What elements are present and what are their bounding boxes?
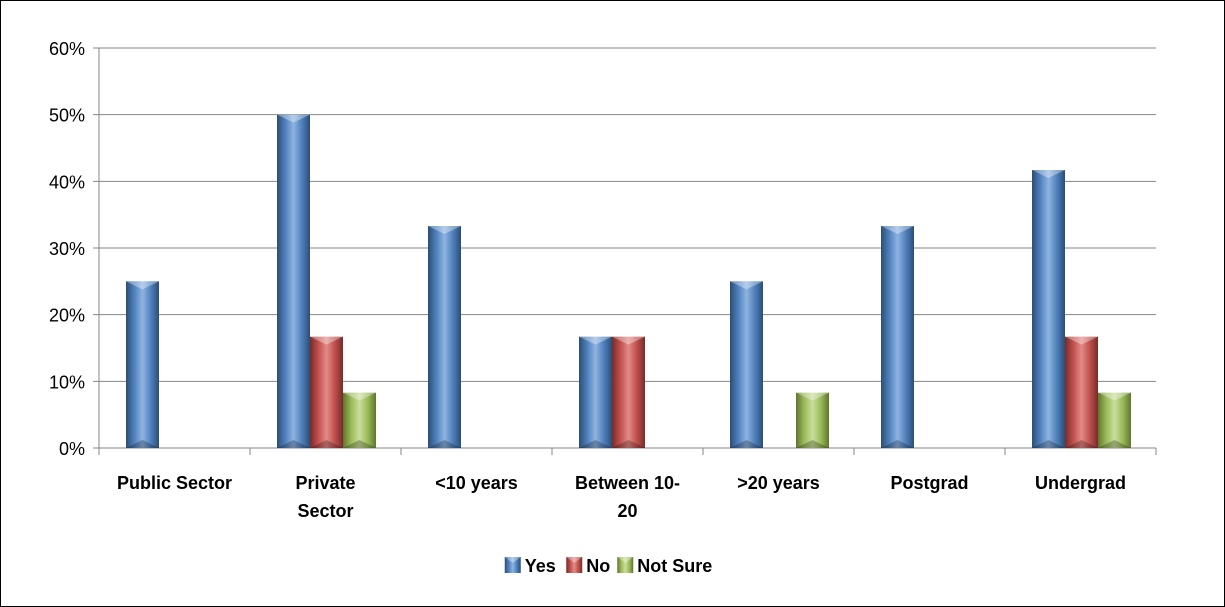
y-tick-label: 30% — [49, 239, 85, 259]
legend-swatch — [504, 557, 521, 573]
x-axis-ticks: Public Sector Private Sector <10 years Betwe… — [117, 473, 1126, 521]
legend-swatch — [566, 557, 583, 573]
x-tick-label: Between 10- — [575, 473, 680, 493]
x-tick-label: <10 years — [435, 473, 518, 493]
legend-swatch — [617, 557, 634, 573]
bars — [126, 114, 1131, 449]
legend-label: Not Sure — [637, 556, 712, 576]
bar-not-sure — [343, 392, 376, 448]
x-tick-label: Public Sector — [117, 473, 232, 493]
legend-item-yes: Yes — [504, 556, 556, 576]
bar-not-sure — [796, 392, 829, 448]
bar-no — [612, 336, 645, 448]
y-tick-label: 10% — [49, 372, 85, 392]
y-tick-label: 60% — [49, 39, 85, 59]
x-tick-label: Undergrad — [1035, 473, 1126, 493]
bar-yes — [428, 226, 461, 448]
legend-label: Yes — [525, 556, 556, 576]
bar-yes — [730, 281, 763, 448]
y-tick-label: 0% — [59, 439, 85, 459]
y-tick-label: 50% — [49, 106, 85, 126]
bar-no — [310, 336, 343, 448]
bar-not-sure — [1098, 392, 1131, 448]
legend-item-not-sure: Not Sure — [617, 556, 712, 576]
gridlines — [99, 47, 1156, 382]
y-tick-label: 40% — [49, 172, 85, 192]
y-axis-ticks: 0% 10% 20% 30% 40% 50% 60% — [49, 39, 85, 459]
bar-yes — [579, 336, 612, 448]
legend-item-no: No — [566, 556, 610, 576]
bar-yes — [881, 226, 914, 448]
y-tick-label: 20% — [49, 306, 85, 326]
x-tick-label: Sector — [297, 501, 353, 521]
legend-label: No — [586, 556, 610, 576]
x-tick-label: Postgrad — [890, 473, 968, 493]
bar-yes — [126, 281, 159, 448]
x-tick-label: 20 — [617, 501, 637, 521]
legend: Yes No Not Sure — [504, 556, 712, 576]
bar-no — [1065, 336, 1098, 448]
x-tick-label: Private — [295, 473, 355, 493]
bar-yes — [1032, 170, 1065, 448]
bar-yes — [277, 114, 310, 449]
x-tick-label: >20 years — [737, 473, 820, 493]
